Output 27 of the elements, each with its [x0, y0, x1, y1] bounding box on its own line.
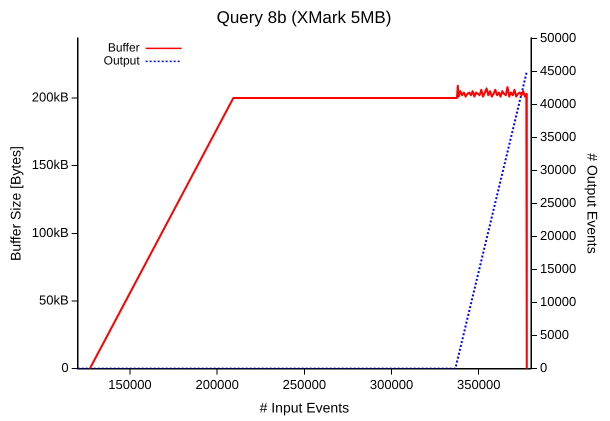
y2-tick-label: 35000 — [540, 129, 576, 144]
y-tick-label: 0 — [61, 360, 69, 376]
y2-tick-label: 0 — [540, 360, 548, 376]
x-tick-label: 200000 — [195, 376, 239, 392]
x-tick-label: 300000 — [370, 376, 414, 392]
x-axis-title: # Input Events — [260, 399, 350, 416]
y2-tick-label: 15000 — [540, 261, 576, 276]
y-tick-label: 100kB — [32, 224, 69, 240]
y2-tick-label: 45000 — [540, 63, 576, 78]
y-tick-label: 150kB — [32, 157, 69, 172]
y2-tick-label: 5000 — [540, 327, 569, 342]
legend-label: Output — [104, 54, 140, 68]
y2-axis-title: # Output Events — [584, 153, 601, 254]
y2-tick-label: 50000 — [540, 30, 576, 45]
y-tick-label: 50kB — [39, 292, 69, 308]
x-tick-label: 250000 — [282, 376, 326, 392]
x-tick-label: 150000 — [108, 376, 152, 392]
y2-tick-label: 25000 — [540, 195, 576, 210]
legend-label: Buffer — [108, 40, 140, 55]
y2-tick-label: 10000 — [540, 294, 576, 310]
y-tick-label: 200kB — [32, 90, 69, 105]
y2-tick-label: 40000 — [540, 96, 576, 112]
x-tick-label: 350000 — [457, 376, 500, 392]
chart-title: Query 8b (XMark 5MB) — [216, 8, 392, 27]
y-axis-title: Buffer Size [Bytes] — [7, 146, 24, 261]
y2-tick-label: 30000 — [540, 162, 576, 178]
y2-tick-label: 20000 — [540, 228, 576, 244]
